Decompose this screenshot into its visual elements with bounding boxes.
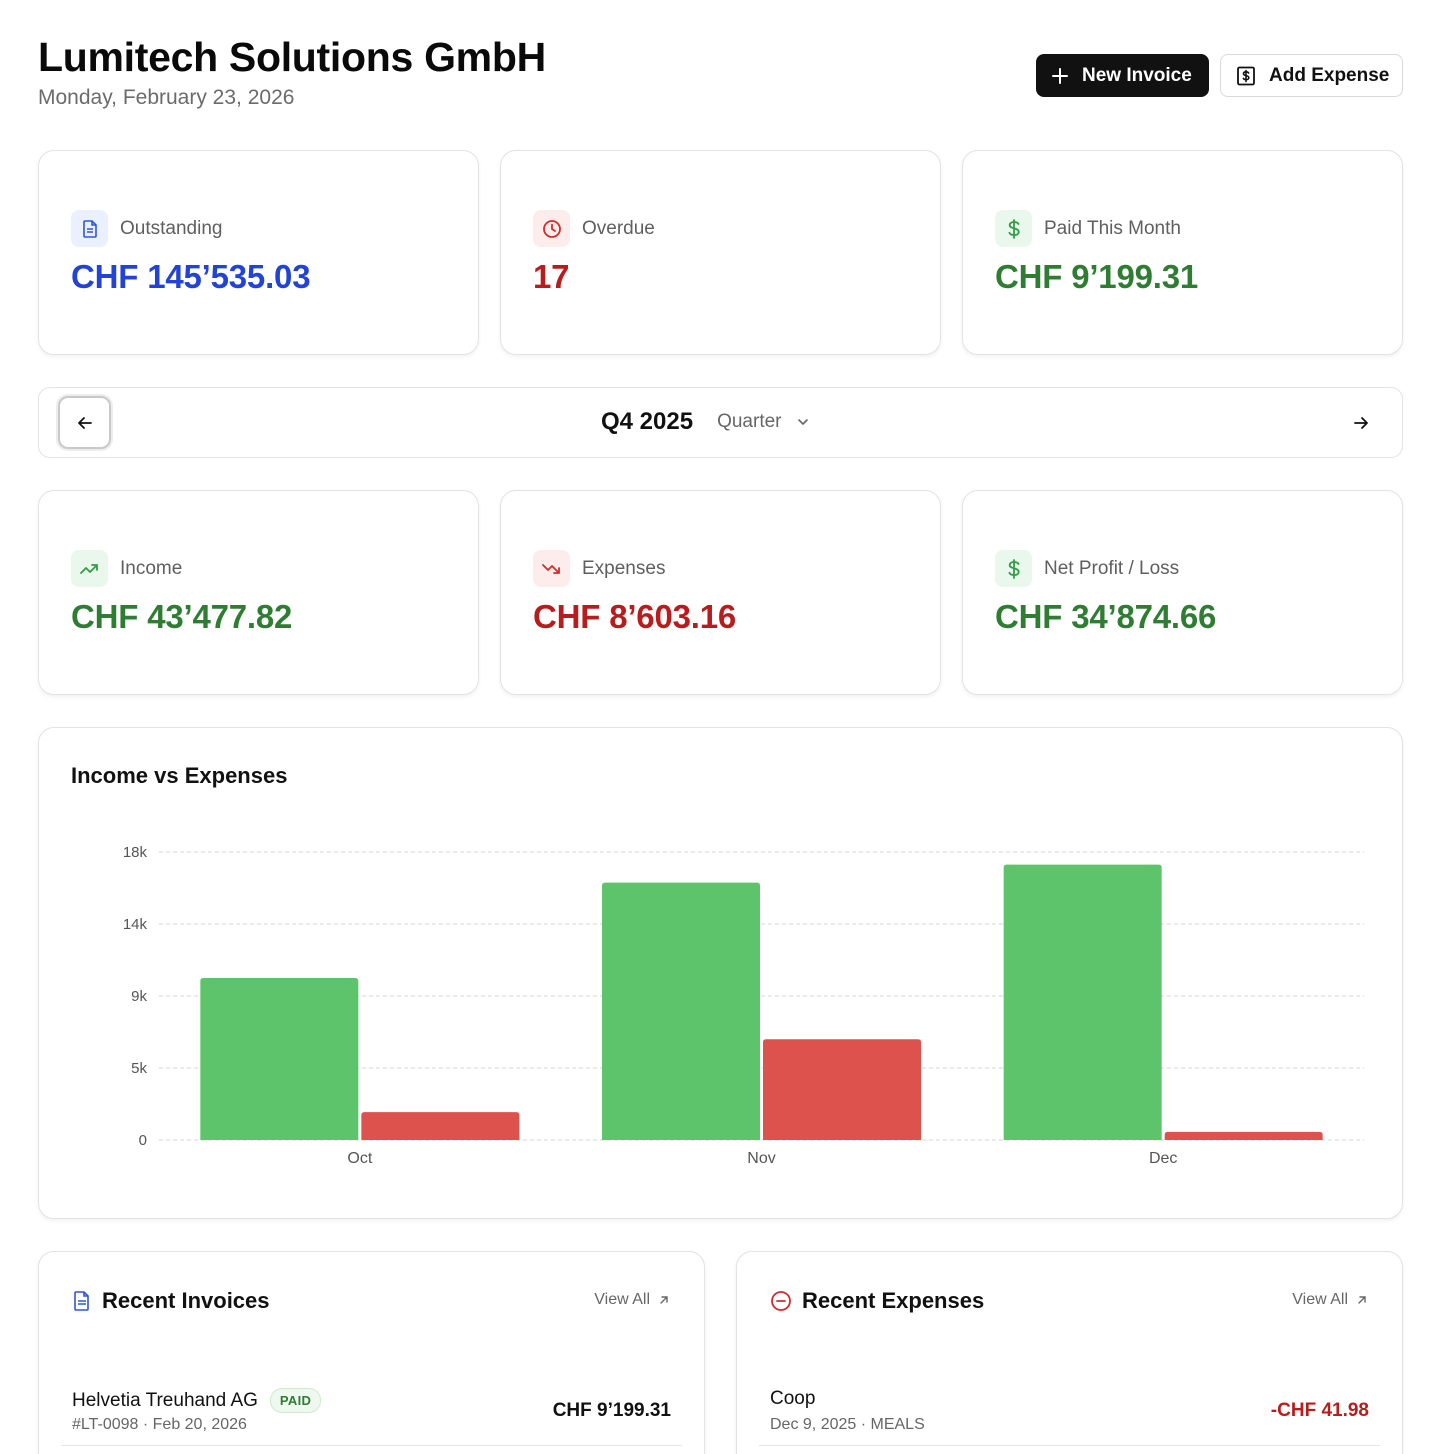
new-invoice-label: New Invoice bbox=[1082, 64, 1192, 86]
income-value: CHF 43’477.82 bbox=[71, 598, 293, 635]
invoice-client: Helvetia Treuhand AG bbox=[72, 1389, 258, 1411]
minus-circle-icon bbox=[771, 1291, 791, 1311]
outstanding-card: Outstanding CHF 145’535.03 bbox=[38, 150, 479, 355]
page-header: Lumitech Solutions GmbH Monday, February… bbox=[38, 32, 546, 110]
net-profit-label: Net Profit / Loss bbox=[1044, 557, 1180, 579]
expense-bar bbox=[1164, 1131, 1323, 1140]
arrow-left-icon bbox=[77, 416, 92, 429]
trending-down-icon bbox=[533, 550, 570, 587]
arrow-up-right-icon bbox=[1358, 1296, 1366, 1304]
overdue-label: Overdue bbox=[582, 217, 655, 239]
overdue-value: 17 bbox=[533, 258, 570, 295]
income-bar bbox=[1003, 864, 1162, 1140]
recent-expenses-card: Recent Expenses View All Coop Dec 9, 202… bbox=[736, 1251, 1403, 1454]
overdue-card: Overdue 17 bbox=[500, 150, 941, 355]
expense-meta: Dec 9, 2025 · MEALS bbox=[770, 1416, 925, 1433]
next-period-button[interactable] bbox=[1348, 410, 1374, 436]
invoice-amount: CHF 9’199.31 bbox=[552, 1400, 671, 1421]
outstanding-value: CHF 145’535.03 bbox=[71, 258, 311, 295]
expenses-view-all-link[interactable]: View All bbox=[1292, 1291, 1368, 1309]
invoice-meta: #LT-0098 · Feb 20, 2026 bbox=[72, 1416, 247, 1433]
paid-this-month-card: Paid This Month CHF 9’199.31 bbox=[962, 150, 1403, 355]
income-label: Income bbox=[120, 557, 183, 579]
expense-bar bbox=[763, 1039, 921, 1140]
recent-invoices-title: Recent Invoices bbox=[102, 1288, 270, 1313]
income-expenses-chart: 0 5k 9k 14k 18k Oct Nov Dec bbox=[123, 844, 1364, 1167]
y-tick-label: 0 bbox=[139, 1132, 147, 1149]
company-title: Lumitech Solutions GmbH bbox=[38, 34, 546, 80]
x-tick-label: Nov bbox=[747, 1150, 775, 1167]
clock-icon bbox=[533, 210, 570, 247]
expense-row[interactable]: Coop Dec 9, 2025 · MEALS -CHF 41.98 bbox=[759, 1376, 1380, 1446]
period-granularity-select[interactable]: Quarter bbox=[717, 411, 809, 433]
expenses-view-all-label: View All bbox=[1292, 1291, 1348, 1308]
expenses-card: Expenses CHF 8’603.16 bbox=[500, 490, 941, 695]
income-vs-expenses-card: Income vs Expenses 0 5k 9k 14k 18k Oct Nov Dec bbox=[38, 727, 1403, 1219]
document-icon bbox=[74, 1291, 89, 1311]
invoice-row[interactable]: Helvetia Treuhand AG PAID #LT-0098 · Feb… bbox=[61, 1376, 682, 1446]
previous-period-button[interactable] bbox=[58, 396, 111, 449]
invoices-view-all-label: View All bbox=[594, 1291, 650, 1308]
status-badge: PAID bbox=[269, 1388, 322, 1413]
trending-up-icon bbox=[71, 550, 108, 587]
dollar-icon bbox=[995, 210, 1032, 247]
x-tick-label: Oct bbox=[347, 1150, 372, 1167]
y-tick-label: 9k bbox=[131, 988, 147, 1005]
expense-bar bbox=[361, 1112, 520, 1140]
x-tick-label: Dec bbox=[1149, 1150, 1177, 1167]
expense-vendor: Coop bbox=[770, 1388, 816, 1409]
y-tick-label: 18k bbox=[123, 844, 148, 861]
income-card: Income CHF 43’477.82 bbox=[38, 490, 479, 695]
arrow-up-right-icon bbox=[660, 1296, 668, 1304]
expenses-value: CHF 8’603.16 bbox=[533, 598, 737, 635]
paid-this-month-label: Paid This Month bbox=[1044, 217, 1181, 239]
plus-icon bbox=[1052, 67, 1068, 84]
invoices-view-all-link[interactable]: View All bbox=[594, 1291, 670, 1309]
receipt-icon bbox=[1237, 66, 1255, 85]
chart-title: Income vs Expenses bbox=[71, 763, 288, 788]
expenses-label: Expenses bbox=[582, 557, 666, 579]
period-selector: Q4 2025 Quarter bbox=[38, 387, 1403, 458]
document-icon bbox=[71, 210, 108, 247]
dollar-icon bbox=[995, 550, 1032, 587]
income-bar bbox=[200, 978, 359, 1140]
recent-expenses-title: Recent Expenses bbox=[802, 1288, 985, 1313]
net-profit-value: CHF 34’874.66 bbox=[995, 598, 1217, 635]
outstanding-label: Outstanding bbox=[120, 217, 223, 239]
chevron-down-icon bbox=[797, 419, 808, 425]
recent-invoices-card: Recent Invoices View All Helvetia Treuha… bbox=[38, 1251, 705, 1454]
add-expense-button[interactable]: Add Expense bbox=[1220, 54, 1403, 97]
arrow-right-icon bbox=[1354, 417, 1368, 429]
current-date: Monday, February 23, 2026 bbox=[38, 86, 295, 109]
period-label: Q4 2025 bbox=[601, 408, 694, 435]
net-profit-card: Net Profit / Loss CHF 34’874.66 bbox=[962, 490, 1403, 695]
paid-this-month-value: CHF 9’199.31 bbox=[995, 258, 1199, 295]
new-invoice-button[interactable]: New Invoice bbox=[1036, 54, 1209, 97]
add-expense-label: Add Expense bbox=[1269, 64, 1390, 86]
y-tick-label: 5k bbox=[131, 1060, 147, 1077]
expense-amount: -CHF 41.98 bbox=[1270, 1400, 1369, 1421]
income-bar bbox=[602, 882, 760, 1140]
period-granularity-value: Quarter bbox=[717, 411, 782, 432]
y-tick-label: 14k bbox=[123, 916, 148, 933]
